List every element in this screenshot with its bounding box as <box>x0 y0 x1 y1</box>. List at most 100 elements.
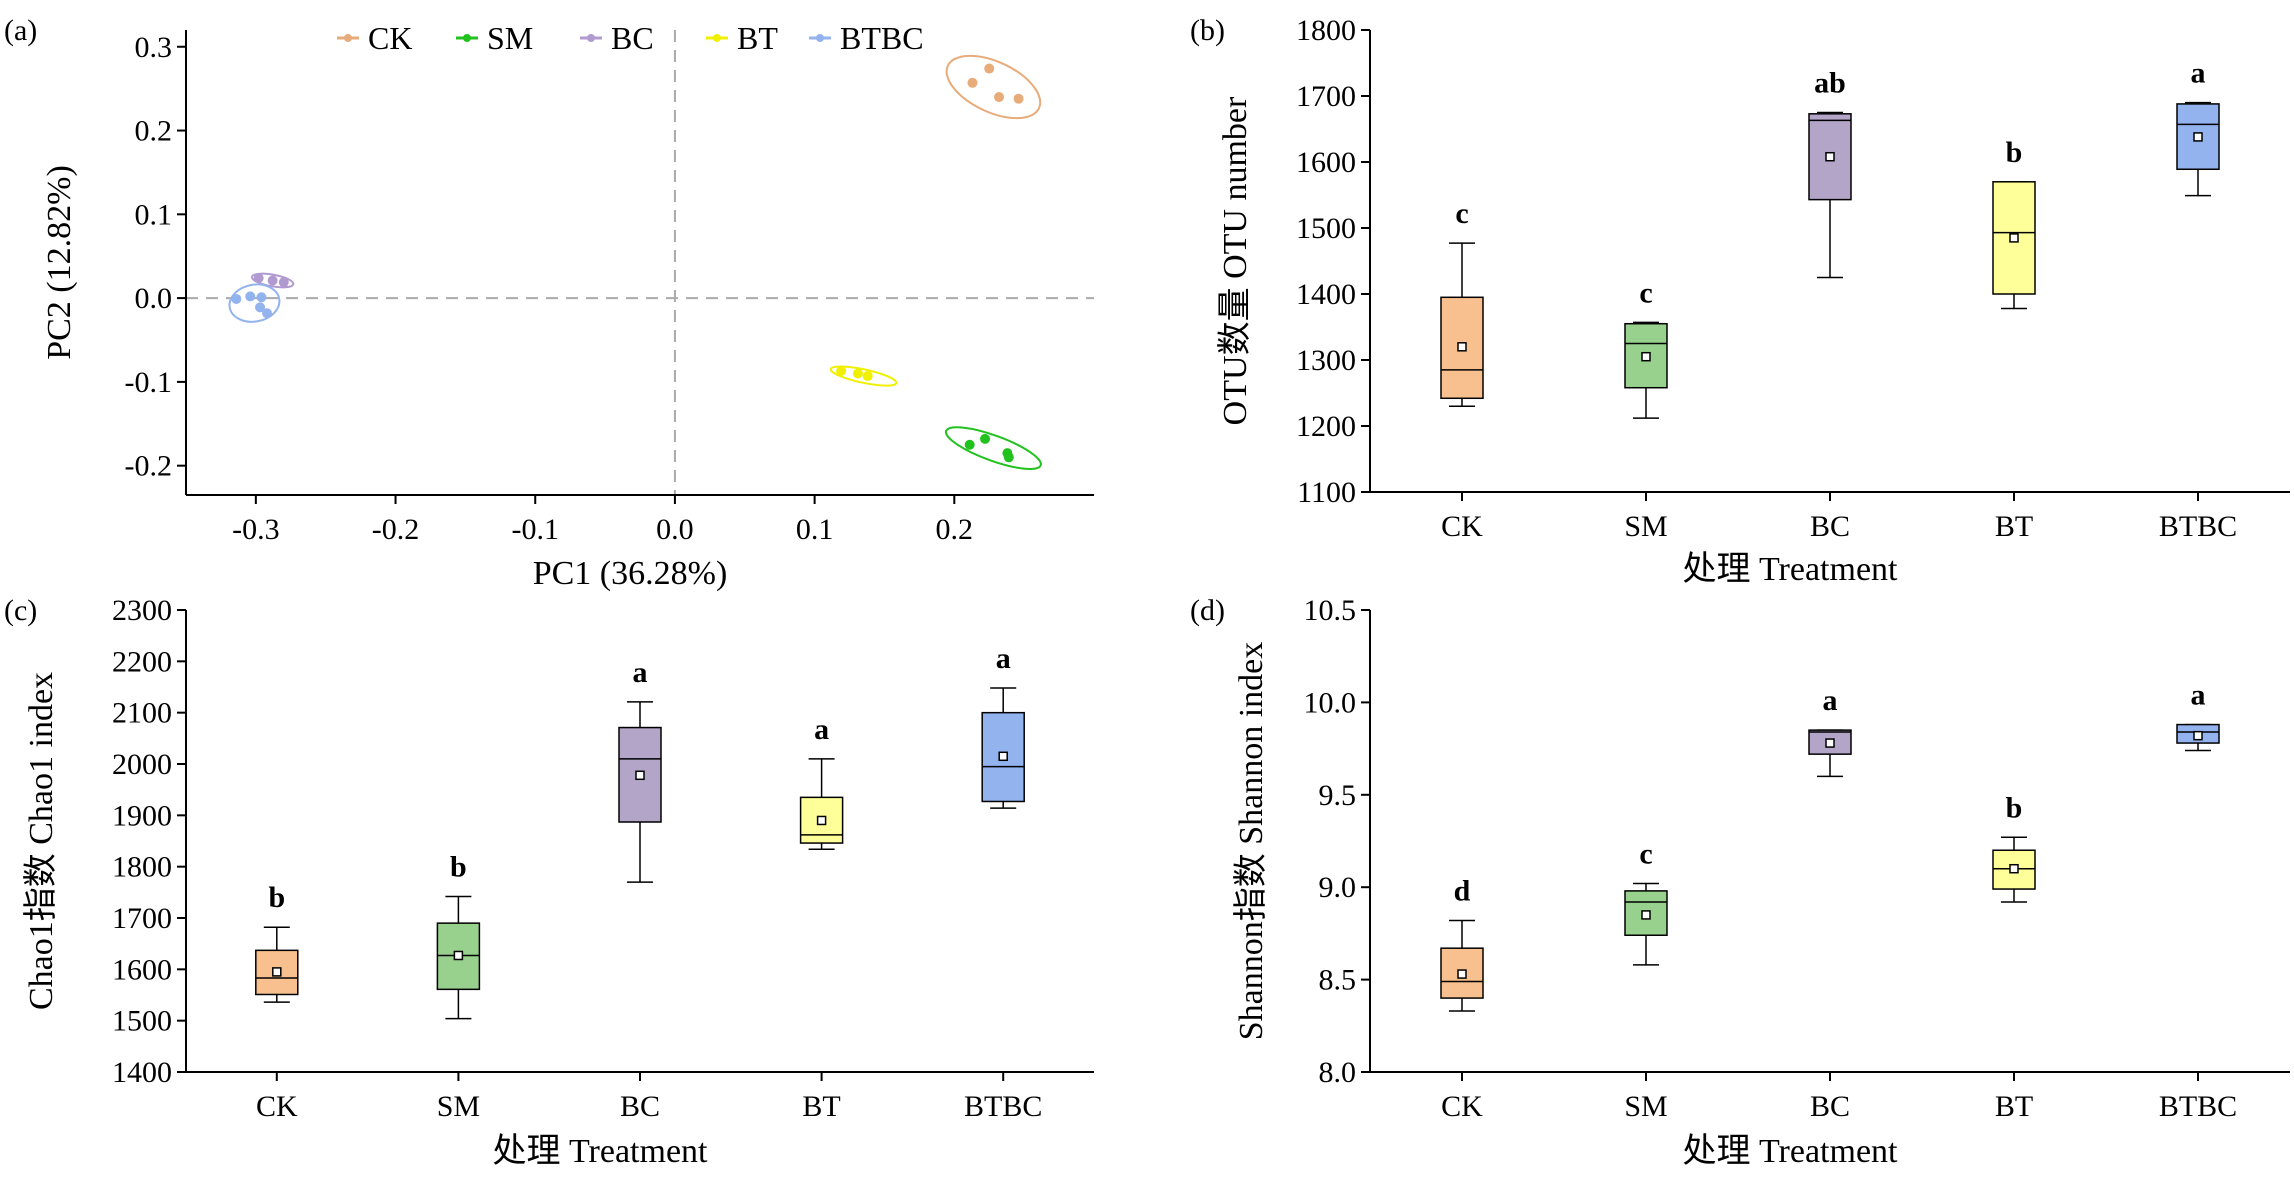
x-axis-title: 处理 Treatment <box>1682 551 1898 588</box>
legend-marker <box>344 34 352 42</box>
mean-marker <box>1641 351 1651 362</box>
mean-marker <box>2009 863 2019 874</box>
x-tick-label-a: 0.2 <box>936 513 974 546</box>
significance-letter: ab <box>1814 67 1846 100</box>
panel-d: (d) 8.0 8.5 9.0 9.5 10.0 10.5 CK d SM c BC a BT b BTBC a… <box>1190 594 2290 1170</box>
significance-letter: d <box>1454 874 1471 907</box>
y-tick-label: 1600 <box>1296 146 1356 179</box>
point-ck <box>984 63 995 74</box>
y-tick-label: 8.0 <box>1319 1056 1357 1089</box>
panel-label: (c) <box>4 594 37 627</box>
confidence-ellipse-btbc <box>228 283 281 323</box>
y-tick-label: 2300 <box>112 594 172 627</box>
x-tick-label: BTBC <box>2159 510 2237 543</box>
x-tick-label: CK <box>1441 510 1483 543</box>
point-ck <box>994 92 1005 103</box>
y-tick-label-a: 0.2 <box>135 115 173 148</box>
point-bt <box>836 366 847 376</box>
confidence-ellipse-sm <box>944 426 1042 470</box>
confidence-ellipse-bc <box>250 272 295 289</box>
y-tick-label: 1500 <box>112 1005 172 1038</box>
legend-marker <box>587 34 595 42</box>
x-tick-label: BTBC <box>964 1090 1042 1123</box>
y-axis-title: Shannon指数 Shannon index <box>1232 642 1270 1041</box>
y-tick-label-a: 0.0 <box>135 282 173 315</box>
y-tick-label: 8.5 <box>1319 964 1357 997</box>
y-tick-label: 1700 <box>112 902 172 935</box>
y-tick-label: 1800 <box>112 851 172 884</box>
mean-marker <box>1457 969 1467 979</box>
mean-marker <box>998 751 1008 762</box>
panel-a: (a) -0.3 -0.2 -0.1 0.0 0.1 0.2 -0.2 -0.1 0.0 0.1 0.… <box>4 14 1094 592</box>
significance-letter: a <box>814 713 829 746</box>
panel-label-a: (a) <box>4 14 37 47</box>
x-tick-label: SM <box>437 1090 480 1123</box>
point-btbc <box>255 302 266 313</box>
legend-label: CK <box>368 20 412 56</box>
y-tick-label: 1900 <box>112 799 172 832</box>
point-bc <box>278 277 289 288</box>
significance-letter: c <box>1639 276 1652 309</box>
x-tick-label: SM <box>1624 1090 1667 1123</box>
significance-letter: c <box>1455 197 1468 230</box>
y-tick-label: 1500 <box>1296 212 1356 245</box>
significance-letter: b <box>450 850 467 883</box>
y-axis-title-a: PC2 (12.82%) <box>41 165 78 360</box>
mean-marker <box>2193 730 2203 741</box>
significance-letter: b <box>2006 791 2023 824</box>
mean-marker <box>1457 342 1467 352</box>
point-bt <box>862 371 873 382</box>
y-tick-label: 1100 <box>1297 476 1356 509</box>
significance-letter: c <box>1639 838 1652 871</box>
y-tick-label-a: -0.1 <box>125 366 173 399</box>
panel-label: (d) <box>1190 594 1225 627</box>
significance-letter: b <box>2006 136 2023 169</box>
legend-label: BT <box>737 20 778 56</box>
significance-letter: b <box>268 881 285 914</box>
y-tick-label: 1200 <box>1296 410 1356 443</box>
x-tick-label-a: -0.3 <box>232 513 280 546</box>
x-tick-label: BC <box>1810 510 1850 543</box>
significance-letter: a <box>2191 679 2206 712</box>
mean-marker <box>1641 910 1651 920</box>
panel-c: (c) 1400 1500 1600 1700 1800 1900 2000 2100 2200 2… <box>4 594 1094 1170</box>
x-tick-label: BC <box>1810 1090 1850 1123</box>
mean-marker <box>2193 132 2203 142</box>
y-tick-label: 1400 <box>112 1056 172 1089</box>
x-axis-title: 处理 Treatment <box>1682 1133 1898 1170</box>
x-axis-title: 处理 Treatment <box>492 1133 708 1170</box>
point-sm <box>1003 452 1014 463</box>
x-tick-label-a: 0.1 <box>796 513 834 546</box>
x-tick-label-a: -0.2 <box>372 513 420 546</box>
legend-marker <box>463 34 471 42</box>
significance-letter: a <box>1823 684 1838 717</box>
point-ck <box>1013 93 1024 104</box>
y-tick-label: 1800 <box>1296 14 1356 47</box>
y-tick-label: 2100 <box>112 697 172 730</box>
legend-label: SM <box>487 20 533 56</box>
point-bc <box>253 273 264 283</box>
point-ck <box>967 77 978 88</box>
y-tick-label: 2000 <box>112 748 172 781</box>
y-tick-label: 1700 <box>1296 80 1356 113</box>
y-tick-label-a: -0.2 <box>125 450 173 483</box>
confidence-ellipse-ck <box>945 54 1042 120</box>
x-tick-label-a: -0.1 <box>511 513 559 546</box>
panel-b: (b) 1100 1200 1300 1400 1500 1600 1700 1800 CK c SM… <box>1190 14 2290 588</box>
mean-marker <box>816 815 827 826</box>
mean-marker <box>453 950 464 961</box>
x-tick-label: CK <box>1441 1090 1483 1123</box>
y-tick-label: 2200 <box>112 645 172 678</box>
x-tick-label-a: 0.0 <box>656 513 694 546</box>
y-tick-label: 10.0 <box>1304 686 1357 719</box>
legend-marker <box>713 34 721 42</box>
significance-letter: a <box>633 656 648 689</box>
point-btbc <box>231 293 242 304</box>
x-tick-label: BT <box>1995 510 2033 543</box>
point-btbc <box>245 291 256 302</box>
significance-letter: a <box>2191 57 2206 90</box>
y-tick-label-a: 0.3 <box>135 31 173 64</box>
y-tick-label-a: 0.1 <box>135 198 173 231</box>
x-axis-title-a: PC1 (36.28%) <box>533 555 728 592</box>
